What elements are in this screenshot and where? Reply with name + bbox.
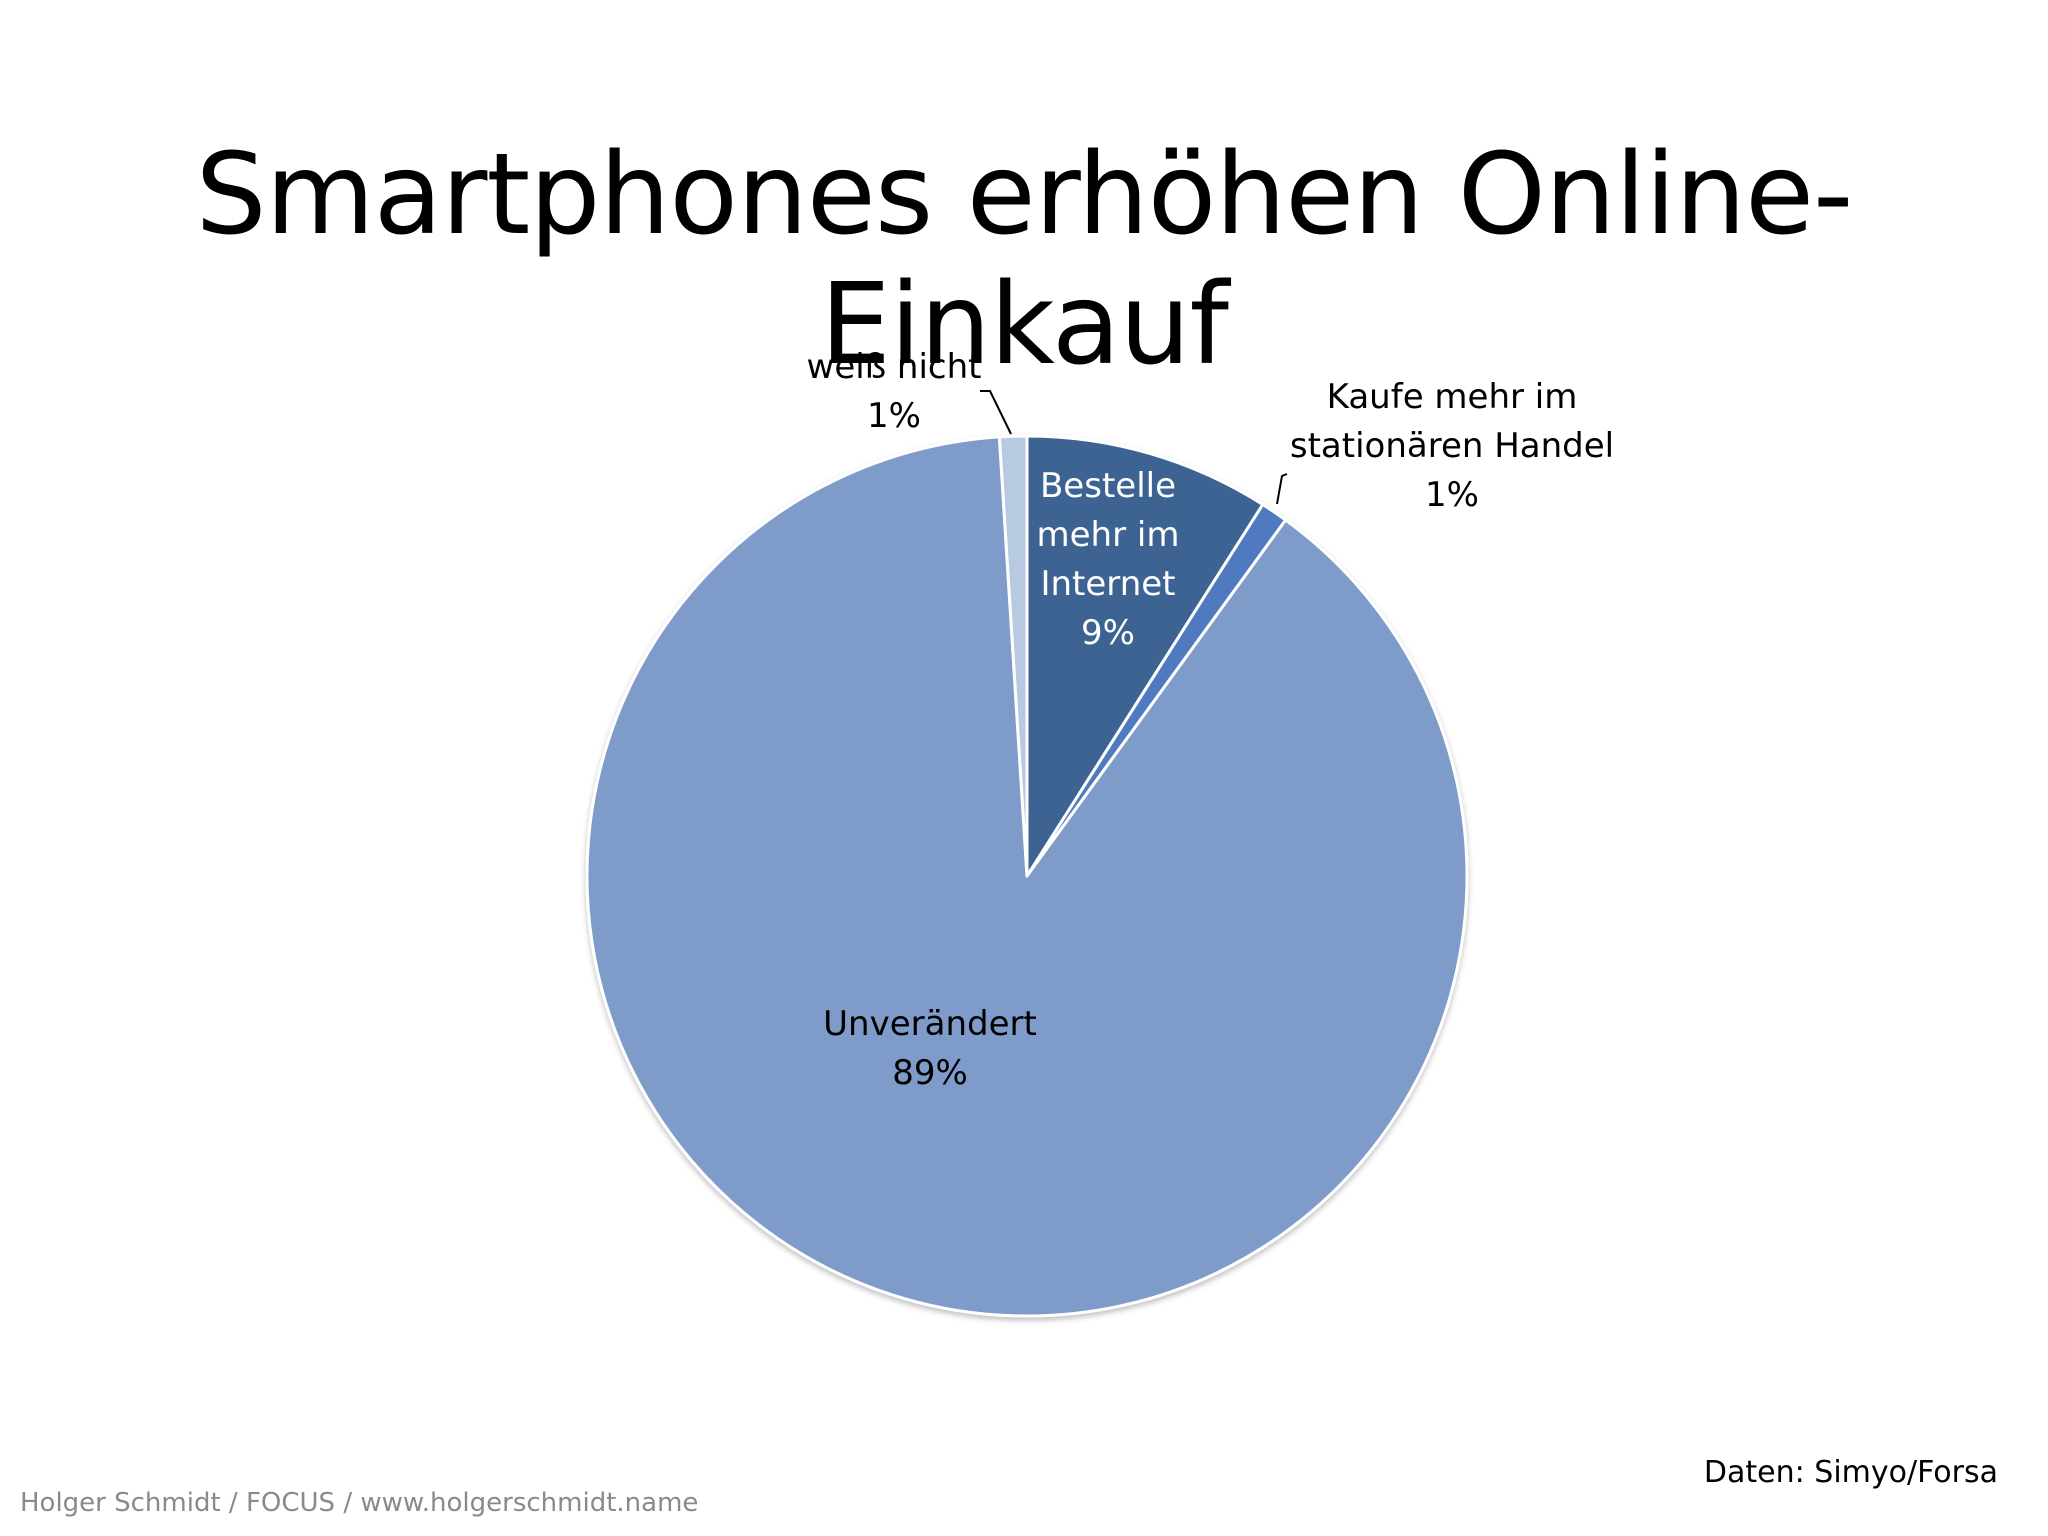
- slice-percent: 9%: [1081, 613, 1135, 653]
- slice-percent: 1%: [867, 396, 921, 436]
- slice-label: Kaufe mehr im stationären Handel 1%: [1290, 377, 1614, 515]
- leader-line: [1276, 473, 1288, 505]
- slice-label-line: Bestelle: [1040, 466, 1176, 506]
- leader-lines: [980, 390, 1288, 505]
- slice-label-line: weiß nicht: [807, 347, 982, 387]
- pie-slice-bestelle-mehr-im-internet: [1025, 434, 1265, 878]
- slice-label-line: Kaufe mehr im: [1327, 377, 1578, 417]
- slice-labels: Bestelle mehr im Internet 9% Kaufe mehr im st…: [807, 347, 1615, 1093]
- slice-label-line: stationären Handel: [1290, 426, 1614, 466]
- pie-slices: [585, 434, 1469, 1318]
- leader-line: [980, 390, 1012, 435]
- pie-slice-weiß-nicht: [997, 434, 1029, 878]
- source-note: Daten: Simyo/Forsa: [1703, 1455, 1998, 1490]
- chart-title: Smartphones erhöhen Online-Einkauf: [195, 130, 1854, 390]
- slice-percent: 1%: [1425, 475, 1479, 515]
- slice-percent: 89%: [892, 1053, 968, 1093]
- footer-credit: Holger Schmidt / FOCUS / www.holgerschmi…: [20, 1488, 699, 1518]
- slice-label-line: Unverändert: [823, 1004, 1037, 1044]
- slice-label-line: mehr im: [1037, 515, 1180, 555]
- slice-label: weiß nicht 1%: [807, 347, 982, 436]
- slice-label-line: Internet: [1040, 564, 1175, 604]
- slice-label: Unverändert 89%: [823, 1004, 1037, 1093]
- slice-label: Bestelle mehr im Internet 9%: [1037, 466, 1180, 653]
